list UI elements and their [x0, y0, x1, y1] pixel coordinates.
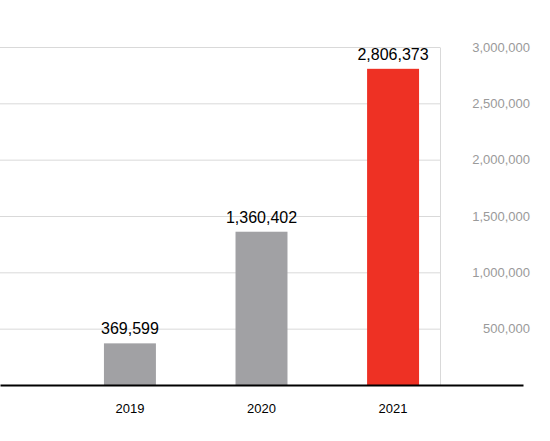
data-label: 1,360,402 [226, 209, 297, 226]
y-tick-label: 500,000 [483, 321, 530, 336]
y-axis-line [440, 48, 441, 386]
y-tick: 2,000,000 [0, 152, 530, 167]
x-tick-label: 2019 [115, 401, 144, 416]
y-tick: 2,500,000 [0, 96, 530, 111]
bar [236, 232, 288, 385]
y-axis: 500,000 1,000,000 1,500,000 2,000,000 2,500,… [0, 40, 530, 386]
x-axis-line [1, 385, 524, 387]
x-axis: 2019 2020 2021 [1, 386, 524, 417]
x-tick: 2021 [379, 401, 408, 416]
x-tick-label: 2020 [247, 401, 276, 416]
data-label: 2,806,373 [357, 46, 428, 63]
chart: 500,000 1,000,000 1,500,000 2,000,000 2,500,… [0, 0, 550, 441]
y-tick-label: 1,500,000 [472, 209, 530, 224]
data-label: 369,599 [101, 320, 159, 337]
y-tick: 3,000,000 [0, 40, 530, 55]
bar [104, 343, 156, 385]
data-labels: 369,599 1,360,402 2,806,373 [101, 46, 429, 338]
y-tick-label: 2,000,000 [472, 152, 530, 167]
x-tick: 2019 [115, 401, 144, 416]
bars [104, 69, 419, 385]
y-tick-label: 2,500,000 [472, 96, 530, 111]
x-tick-label: 2021 [379, 401, 408, 416]
y-tick-label: 1,000,000 [472, 265, 530, 280]
x-tick: 2020 [247, 401, 276, 416]
bar [367, 69, 419, 385]
y-tick-label: 3,000,000 [472, 40, 530, 55]
